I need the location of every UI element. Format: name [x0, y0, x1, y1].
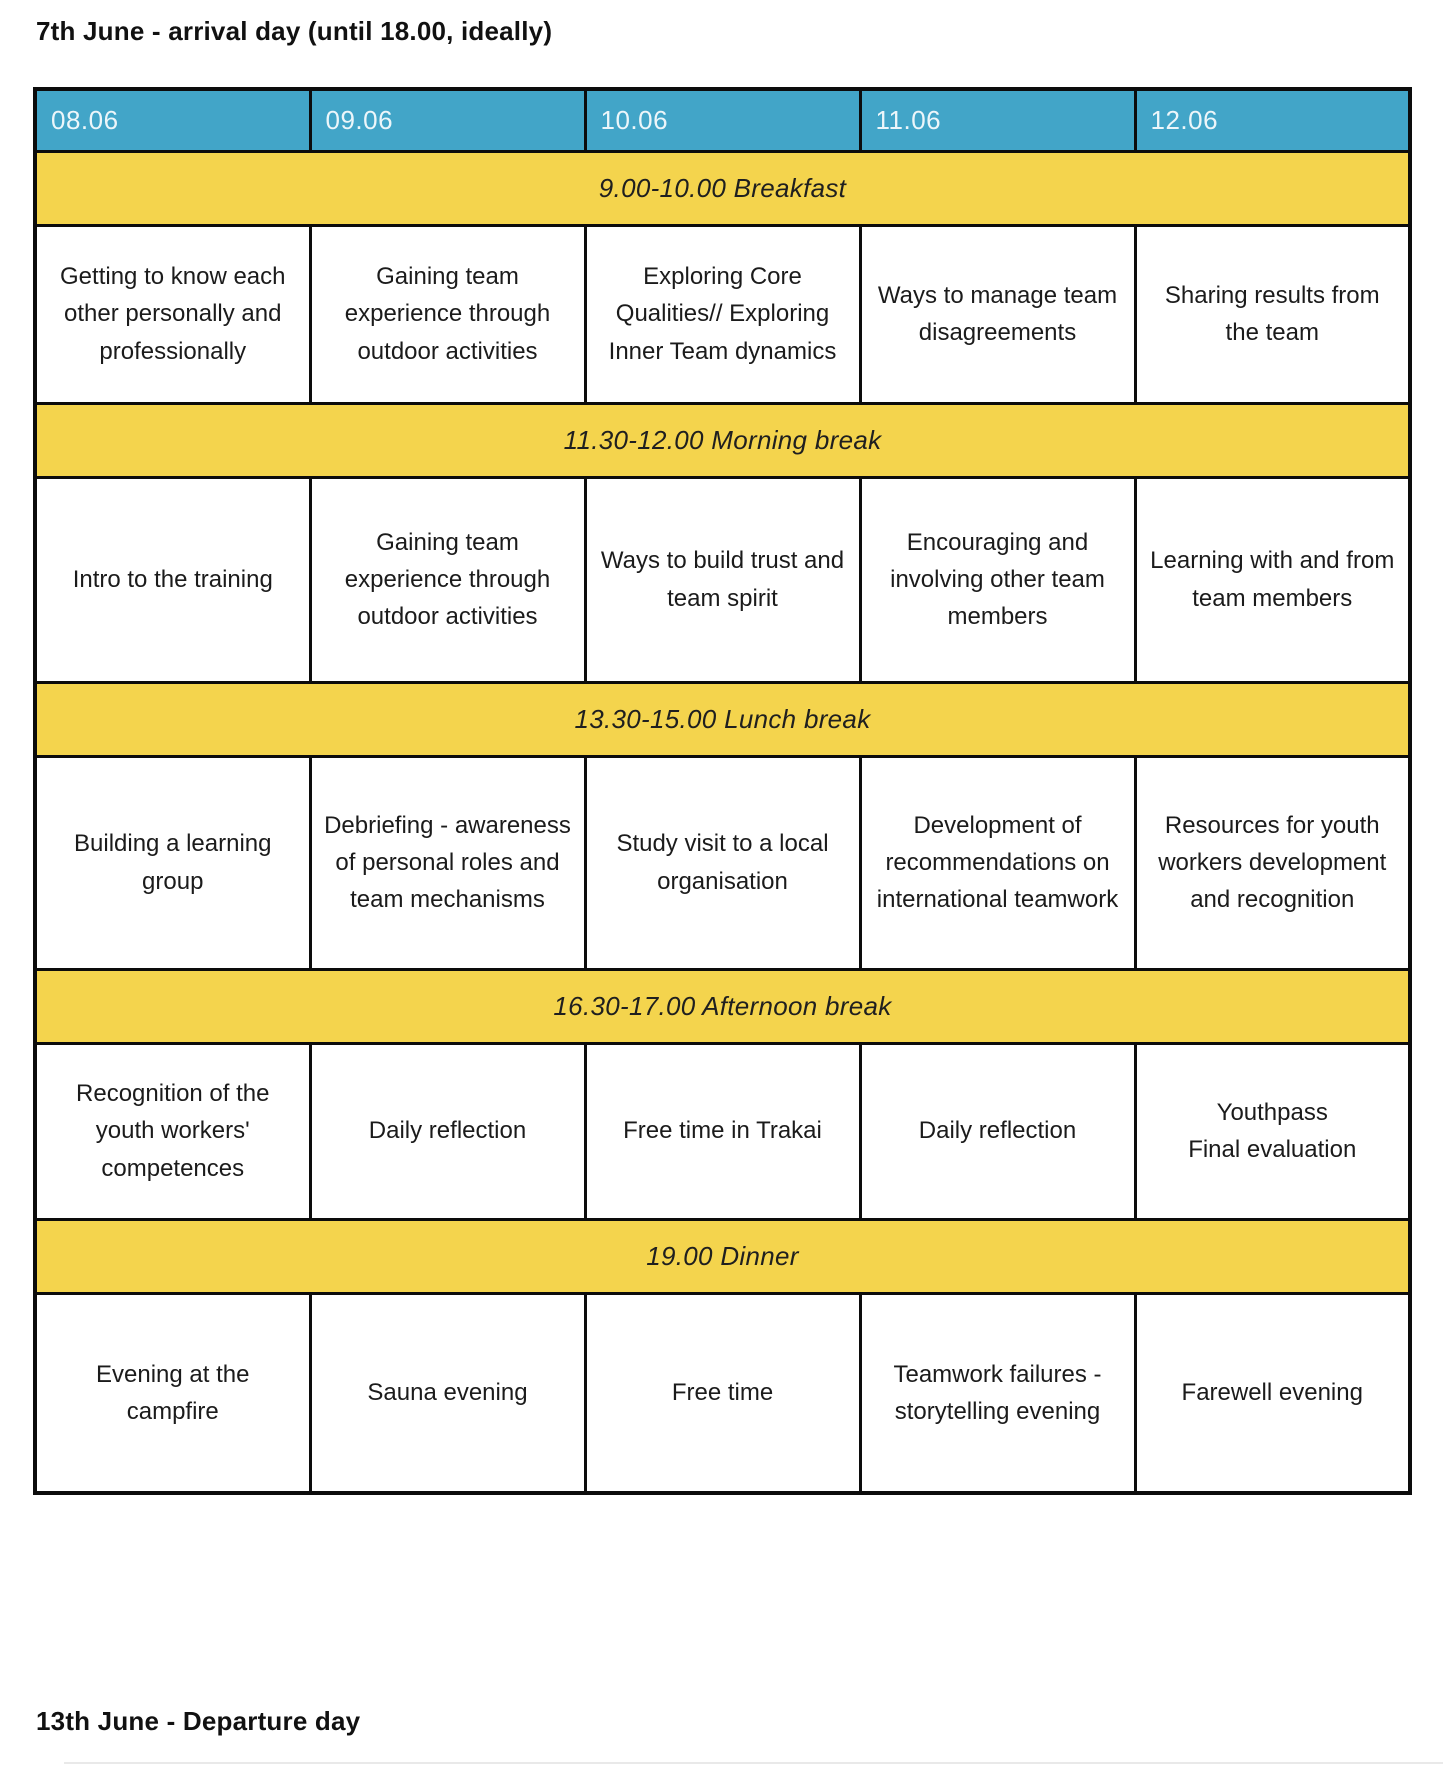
morning-session-row: Getting to know each other personally an… — [33, 223, 1412, 405]
lunch-break-label: 13.30-15.00 Lunch break — [33, 680, 1412, 758]
activity-cell: Evening at the campfire — [33, 1291, 312, 1495]
day-header-0806: 08.06 — [33, 87, 312, 153]
evening-session-row: Evening at the campfire Sauna evening Fr… — [33, 1291, 1412, 1495]
activity-cell: Daily reflection — [308, 1041, 587, 1221]
afternoon-session-row: Building a learning group Debriefing - a… — [33, 754, 1412, 971]
activity-cell: Learning with and from team members — [1133, 475, 1412, 684]
activity-cell: Teamwork failures - storytelling evening — [858, 1291, 1137, 1495]
day-header-1206: 12.06 — [1133, 87, 1412, 153]
activity-cell: Sharing results from the team — [1133, 223, 1412, 405]
page-bottom-divider — [64, 1762, 1443, 1764]
activity-cell: Getting to know each other personally an… — [33, 223, 312, 405]
activity-cell: Ways to manage team disagreements — [858, 223, 1137, 405]
day-header-1106: 11.06 — [858, 87, 1137, 153]
day-header-0906: 09.06 — [308, 87, 587, 153]
day-header-row: 08.06 09.06 10.06 11.06 12.06 — [33, 87, 1412, 153]
day-header-1006: 10.06 — [583, 87, 862, 153]
departure-day-title: 13th June - Departure day — [36, 1706, 361, 1736]
activity-cell: Youthpass Final evaluation — [1133, 1041, 1412, 1221]
activity-cell: Encouraging and involving other team mem… — [858, 475, 1137, 684]
activity-cell: Gaining team experience through outdoor … — [308, 223, 587, 405]
activity-cell: Farewell evening — [1133, 1291, 1412, 1495]
activity-cell: Development of recommendations on intern… — [858, 754, 1137, 971]
morning-break-row: 11.30-12.00 Morning break — [33, 401, 1412, 479]
afternoon-break-row: 16.30-17.00 Afternoon break — [33, 967, 1412, 1045]
morning-break-label: 11.30-12.00 Morning break — [33, 401, 1412, 479]
breakfast-break-row: 9.00-10.00 Breakfast — [33, 149, 1412, 227]
activity-cell: Exploring Core Qualities// Exploring Inn… — [583, 223, 862, 405]
arrival-day-title: 7th June - arrival day (until 18.00, ide… — [36, 16, 553, 46]
afternoon-break-label: 16.30-17.00 Afternoon break — [33, 967, 1412, 1045]
activity-cell: Sauna evening — [308, 1291, 587, 1495]
activity-cell: Intro to the training — [33, 475, 312, 684]
activity-cell: Debriefing - awareness of personal roles… — [308, 754, 587, 971]
late-afternoon-session-row: Recognition of the youth workers' compet… — [33, 1041, 1412, 1221]
activity-cell: Study visit to a local organisation — [583, 754, 862, 971]
dinner-break-label: 19.00 Dinner — [33, 1217, 1412, 1295]
schedule-table: 08.06 09.06 10.06 11.06 12.06 9.00-10.00… — [33, 87, 1412, 1495]
activity-cell: Resources for youth workers development … — [1133, 754, 1412, 971]
activity-cell: Ways to build trust and team spirit — [583, 475, 862, 684]
activity-cell: Free time — [583, 1291, 862, 1495]
midday-session-row: Intro to the training Gaining team exper… — [33, 475, 1412, 684]
dinner-break-row: 19.00 Dinner — [33, 1217, 1412, 1295]
activity-cell: Daily reflection — [858, 1041, 1137, 1221]
activity-cell: Building a learning group — [33, 754, 312, 971]
breakfast-break-label: 9.00-10.00 Breakfast — [33, 149, 1412, 227]
activity-cell: Free time in Trakai — [583, 1041, 862, 1221]
activity-cell: Gaining team experience through outdoor … — [308, 475, 587, 684]
lunch-break-row: 13.30-15.00 Lunch break — [33, 680, 1412, 758]
activity-cell: Recognition of the youth workers' compet… — [33, 1041, 312, 1221]
